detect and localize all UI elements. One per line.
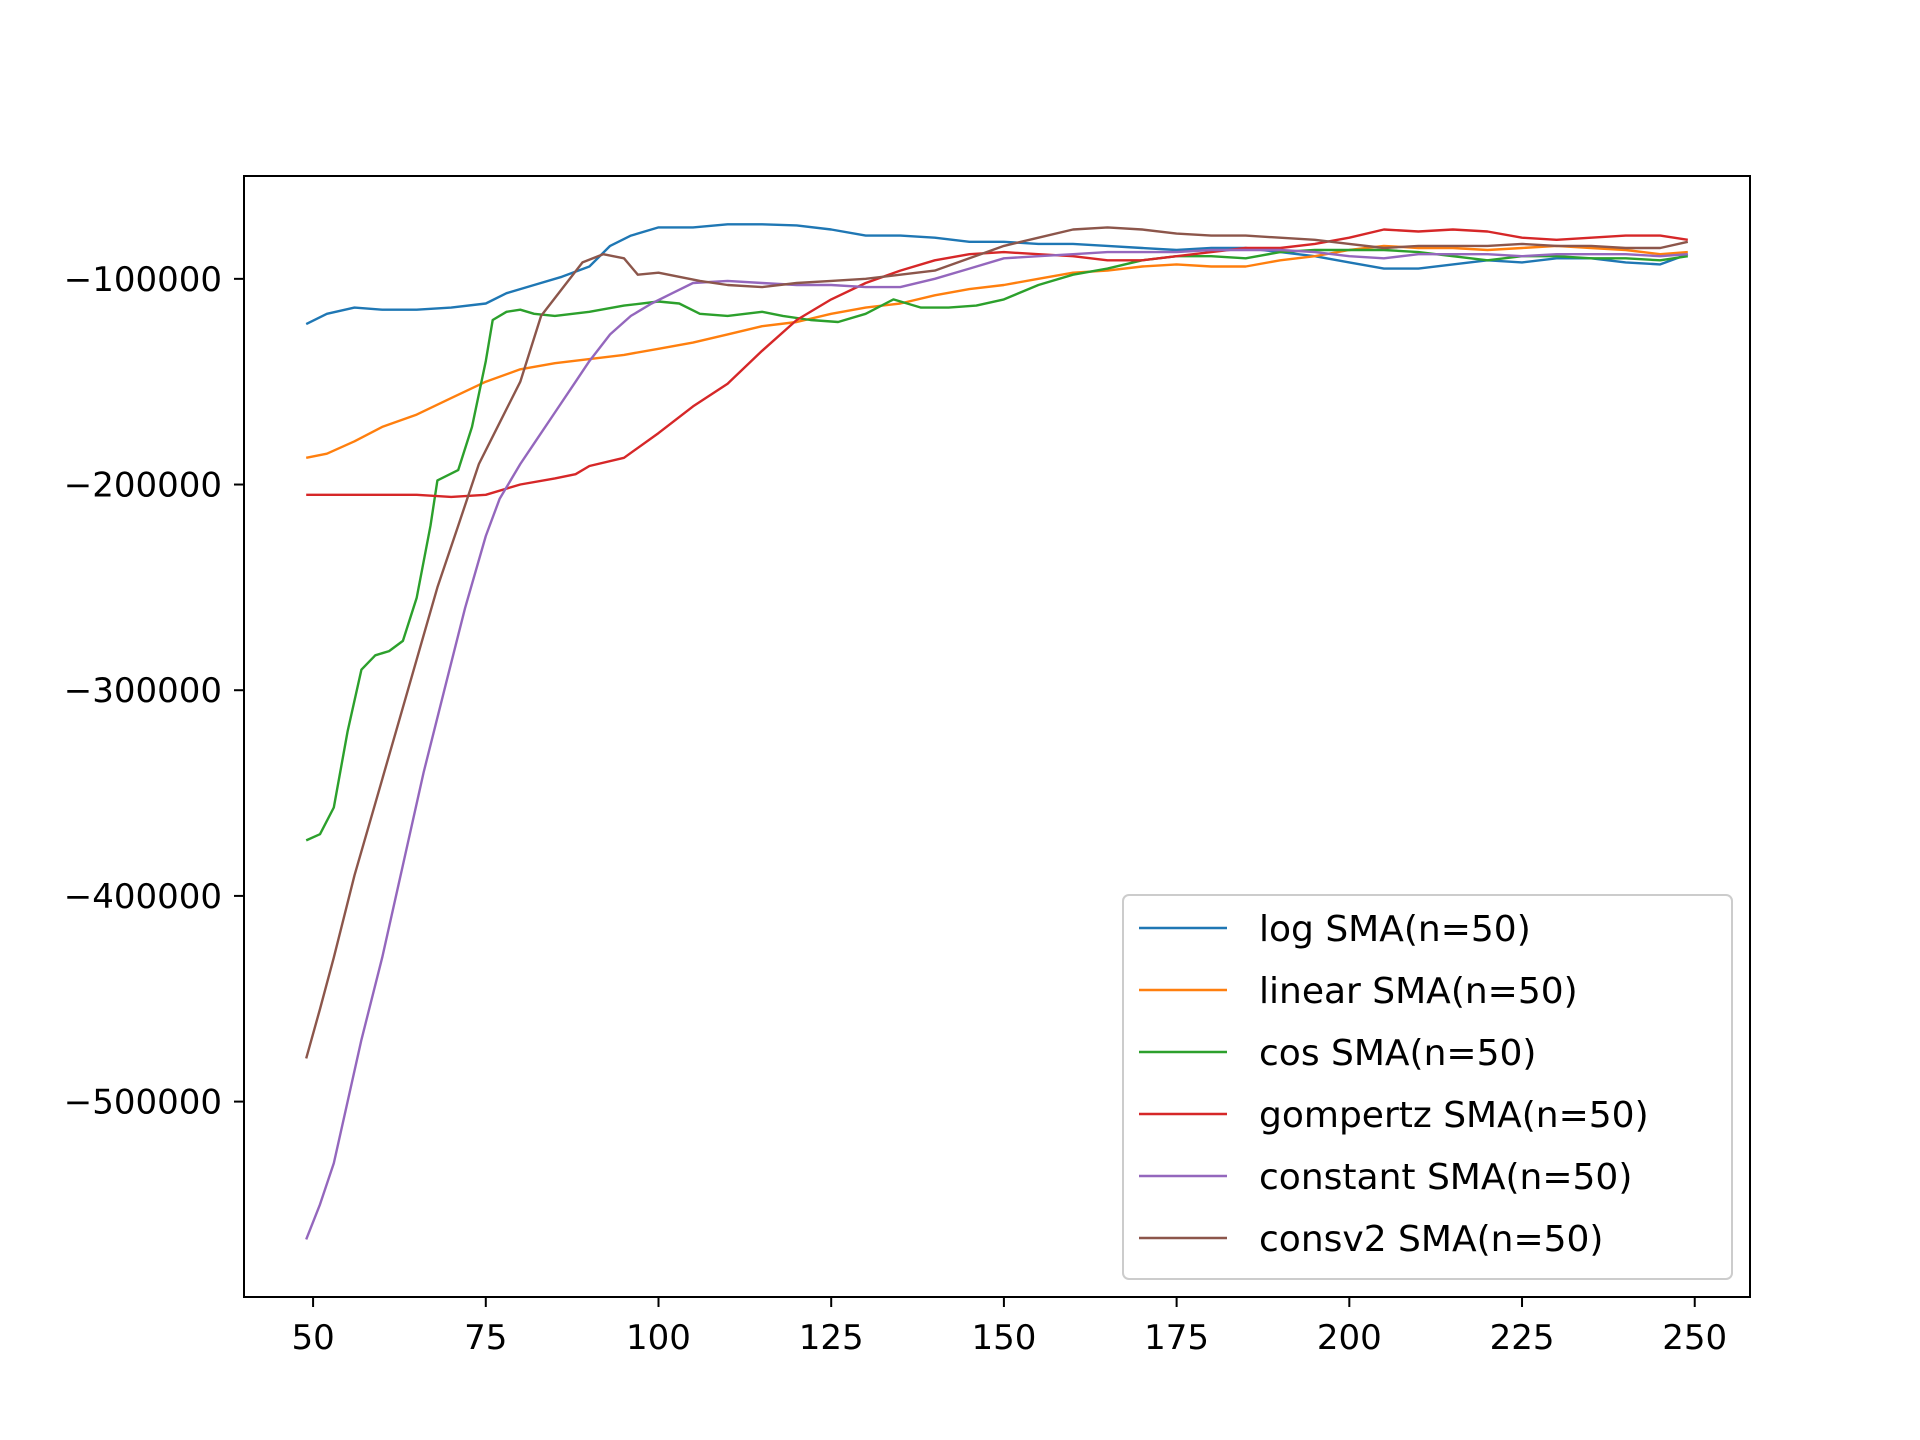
x-tick-label: 200 bbox=[1317, 1318, 1382, 1358]
x-tick-label: 50 bbox=[291, 1318, 334, 1358]
y-tick-label: −400000 bbox=[64, 877, 222, 917]
x-tick-label: 125 bbox=[799, 1318, 864, 1358]
series-line-4 bbox=[305, 248, 1688, 1240]
x-tick-label: 100 bbox=[626, 1318, 691, 1358]
series-layer bbox=[305, 223, 1689, 1240]
legend-label-2: cos SMA(n=50) bbox=[1259, 1033, 1536, 1074]
legend-label-3: gompertz SMA(n=50) bbox=[1259, 1095, 1649, 1136]
legend-label-1: linear SMA(n=50) bbox=[1259, 971, 1578, 1012]
legend-label-4: constant SMA(n=50) bbox=[1259, 1157, 1632, 1198]
series-line-0 bbox=[305, 223, 1689, 326]
legend-label-0: log SMA(n=50) bbox=[1259, 909, 1531, 950]
legend: log SMA(n=50) linear SMA(n=50) cos SMA(n=5… bbox=[1122, 894, 1733, 1280]
x-tick-label: 175 bbox=[1144, 1318, 1209, 1358]
plot-area-frame bbox=[243, 175, 1751, 1298]
y-tick-label: −300000 bbox=[64, 671, 222, 711]
y-tick-label: −100000 bbox=[64, 260, 222, 300]
x-tick-label: 75 bbox=[464, 1318, 507, 1358]
series-line-2 bbox=[305, 248, 1688, 842]
legend-frame bbox=[1122, 894, 1733, 1280]
x-tick-label: 150 bbox=[971, 1318, 1036, 1358]
series-line-5 bbox=[305, 226, 1689, 1059]
legend-label-5: consv2 SMA(n=50) bbox=[1259, 1219, 1603, 1260]
y-tick-label: −500000 bbox=[64, 1083, 222, 1123]
y-tick-label: −200000 bbox=[64, 466, 222, 506]
x-tick-label: 225 bbox=[1490, 1318, 1555, 1358]
x-tick-label: 250 bbox=[1662, 1318, 1727, 1358]
series-line-1 bbox=[305, 244, 1688, 459]
tick-layer: 50 75 100 125 150 175 200 225 250 −100000 −200000 −… bbox=[64, 260, 1727, 1358]
